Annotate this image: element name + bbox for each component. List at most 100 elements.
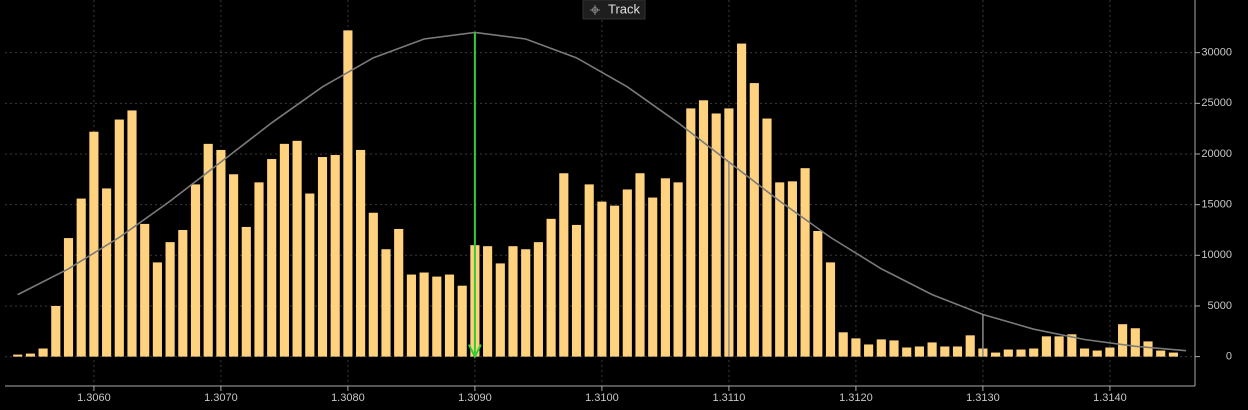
bar: [1067, 334, 1077, 357]
bar: [1143, 341, 1153, 357]
bar: [165, 242, 175, 357]
bar: [660, 178, 670, 357]
bar: [610, 205, 620, 357]
bar: [1016, 349, 1026, 357]
bar: [813, 230, 823, 357]
y-tick-label: 20000: [1201, 148, 1232, 160]
marker-arrowhead: [468, 344, 482, 359]
bar: [800, 168, 810, 357]
bar: [1118, 324, 1128, 357]
bar: [762, 118, 772, 357]
bar: [864, 344, 874, 357]
bar: [648, 197, 658, 357]
bar: [1156, 350, 1166, 357]
bar: [254, 182, 264, 357]
bar: [76, 198, 86, 357]
bar: [89, 131, 99, 357]
x-tick-label: 1.3110: [712, 392, 745, 404]
plot: 0 5000 10000 15000 20000 25000 30000 1.3060 1.30…: [5, 0, 1232, 404]
bar: [25, 353, 35, 357]
bar: [508, 246, 518, 357]
bar: [1130, 328, 1140, 357]
x-tick-label: 1.3070: [204, 392, 238, 404]
bar: [495, 263, 505, 357]
bar: [635, 173, 645, 357]
bar: [356, 149, 366, 357]
bar: [571, 224, 582, 357]
bar: [914, 346, 924, 357]
bar: [279, 143, 289, 357]
bar: [343, 30, 353, 357]
bar: [533, 242, 543, 357]
bar: [838, 332, 848, 357]
bar: [851, 338, 861, 357]
bar: [432, 276, 442, 357]
button-bg[interactable]: [582, 0, 646, 20]
bar: [190, 184, 201, 357]
x-tick-label: 1.3100: [585, 392, 619, 404]
crosshair-icon: [590, 5, 600, 15]
bar: [394, 228, 404, 357]
bar: [902, 347, 912, 357]
bar: [1041, 336, 1051, 357]
y-tick-label: 25000: [1201, 97, 1232, 109]
bar: [889, 340, 899, 357]
bar: [229, 174, 239, 357]
bar: [546, 218, 556, 357]
bar: [1105, 347, 1115, 357]
x-tick-label: 1.3080: [331, 392, 365, 404]
bar: [305, 193, 315, 357]
bar: [51, 305, 61, 357]
bar: [1003, 349, 1013, 357]
bar: [991, 352, 1001, 357]
y-tick-label: 0: [1226, 351, 1232, 363]
bar: [381, 249, 391, 357]
normal-curve: [17, 31, 1187, 352]
y-tick-label: 30000: [1201, 47, 1232, 59]
bar: [673, 182, 683, 357]
bar: [241, 226, 251, 357]
y-tick-label: 5000: [1208, 300, 1232, 312]
bar: [787, 181, 797, 357]
bar: [317, 157, 328, 357]
bar: [952, 346, 963, 357]
bar: [368, 212, 378, 357]
bar: [686, 108, 696, 357]
bar: [419, 272, 429, 357]
x-tick-label: 1.3130: [966, 392, 1000, 404]
button-label[interactable]: Track: [608, 1, 641, 16]
bar: [749, 83, 759, 357]
bar: [457, 285, 467, 357]
bar: [940, 346, 950, 357]
bar: [521, 249, 531, 357]
track-button[interactable]: Track: [582, 0, 646, 20]
x-tick-label: 1.3060: [77, 392, 111, 404]
bar: [622, 189, 632, 357]
bar: [965, 335, 975, 357]
bar: [775, 182, 785, 357]
x-tick-label: 1.3090: [458, 392, 492, 404]
x-tick-label: 1.3140: [1093, 392, 1127, 404]
bar: [1168, 352, 1178, 357]
bar: [876, 339, 886, 357]
bar: [152, 262, 162, 357]
bar: [140, 223, 150, 357]
bar: [444, 274, 455, 357]
x-tick-label: 1.3120: [839, 392, 873, 404]
bar: [1029, 348, 1039, 357]
bar: [737, 43, 747, 357]
bar: [330, 155, 340, 357]
bar: [102, 188, 112, 357]
bar: [267, 159, 277, 357]
bar: [13, 354, 23, 357]
bar: [927, 342, 937, 357]
bar: [559, 173, 569, 357]
bar: [406, 274, 416, 357]
bar: [825, 262, 836, 357]
bar: [203, 143, 213, 357]
y-tick-label: 10000: [1201, 249, 1232, 261]
bar: [698, 100, 709, 357]
bar: [483, 246, 493, 357]
bar: [597, 201, 607, 357]
